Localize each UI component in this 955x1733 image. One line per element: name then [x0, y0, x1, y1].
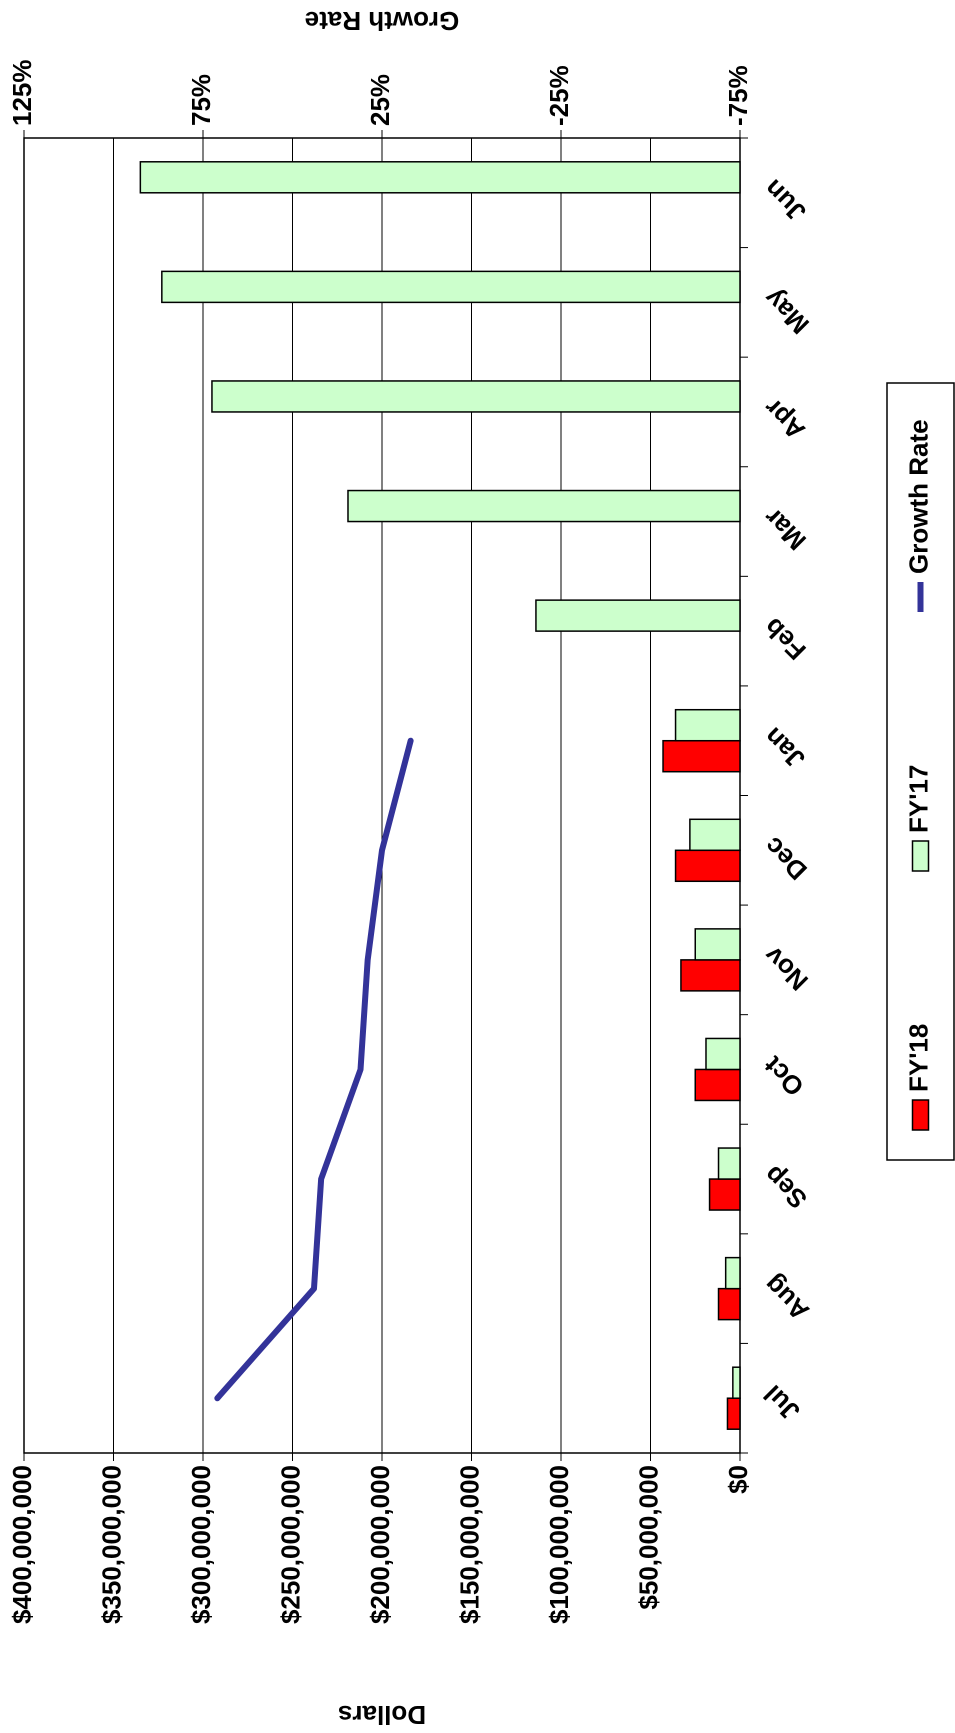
y-tick-label: $400,000,000	[7, 1465, 37, 1624]
x-tick-label: Sep	[758, 1160, 813, 1215]
y-tick-label: $200,000,000	[365, 1465, 395, 1624]
y-tick-label: $250,000,000	[275, 1465, 305, 1624]
bar	[689, 818, 741, 852]
legend-box	[886, 382, 955, 1161]
bar	[724, 1256, 741, 1290]
x-tick-label: Mar	[758, 502, 812, 556]
x-tick-label: Dec	[758, 831, 813, 886]
bar	[680, 959, 741, 992]
bar	[694, 1068, 741, 1102]
legend-label: FY'18	[903, 1024, 933, 1092]
legend-swatch	[911, 1099, 930, 1131]
line	[214, 737, 414, 1402]
bar	[705, 1037, 741, 1071]
x-tick-label: May	[758, 283, 815, 340]
legend-swatch	[911, 840, 930, 872]
x-tick-label: Nov	[758, 940, 814, 996]
bar	[161, 270, 741, 304]
bar	[717, 1147, 741, 1180]
y-tick-label: $300,000,000	[186, 1465, 216, 1624]
bar	[347, 489, 741, 523]
bar	[211, 380, 741, 413]
bar	[662, 739, 741, 773]
x-tick-label: Jan	[758, 722, 811, 775]
bar	[726, 1397, 741, 1430]
y-tick-label: $0	[723, 1465, 753, 1494]
x-tick-label: Feb	[758, 612, 812, 666]
bar	[674, 849, 741, 883]
y-tick-label: $50,000,000	[633, 1465, 663, 1610]
x-tick-label: Aug	[758, 1270, 815, 1327]
y2-tick-label: 125%	[7, 60, 37, 127]
rotated-chart: Dollars Growth Rate $0 $50,000,000 $100,00…	[7, 6, 955, 1730]
bar	[674, 708, 741, 742]
y2-tick-label: -25%	[544, 65, 574, 126]
legend-label: Growth Rate	[903, 419, 933, 574]
bar	[732, 1366, 741, 1399]
bar	[694, 928, 741, 961]
legend-label: FY'17	[903, 765, 933, 833]
x-tick-label: Oct	[758, 1050, 810, 1102]
bar	[717, 1287, 741, 1321]
y2-tick-label: 25%	[365, 74, 395, 126]
y-axis-title: Dollars	[338, 1700, 426, 1730]
y2-tick-label: 75%	[186, 74, 216, 126]
y2-tick-label: -75%	[723, 65, 753, 126]
bar	[708, 1178, 741, 1211]
y-tick-label: $100,000,000	[544, 1465, 574, 1624]
bar	[139, 161, 741, 194]
x-tick-label: Jul	[758, 1379, 806, 1427]
bar	[535, 599, 741, 632]
x-tick-label: Jun	[758, 174, 812, 228]
y-tick-label: $350,000,000	[96, 1465, 126, 1624]
y2-axis-title: Growth Rate	[305, 6, 460, 36]
y-tick-label: $150,000,000	[454, 1465, 484, 1624]
x-tick-label: Apr	[758, 393, 811, 446]
